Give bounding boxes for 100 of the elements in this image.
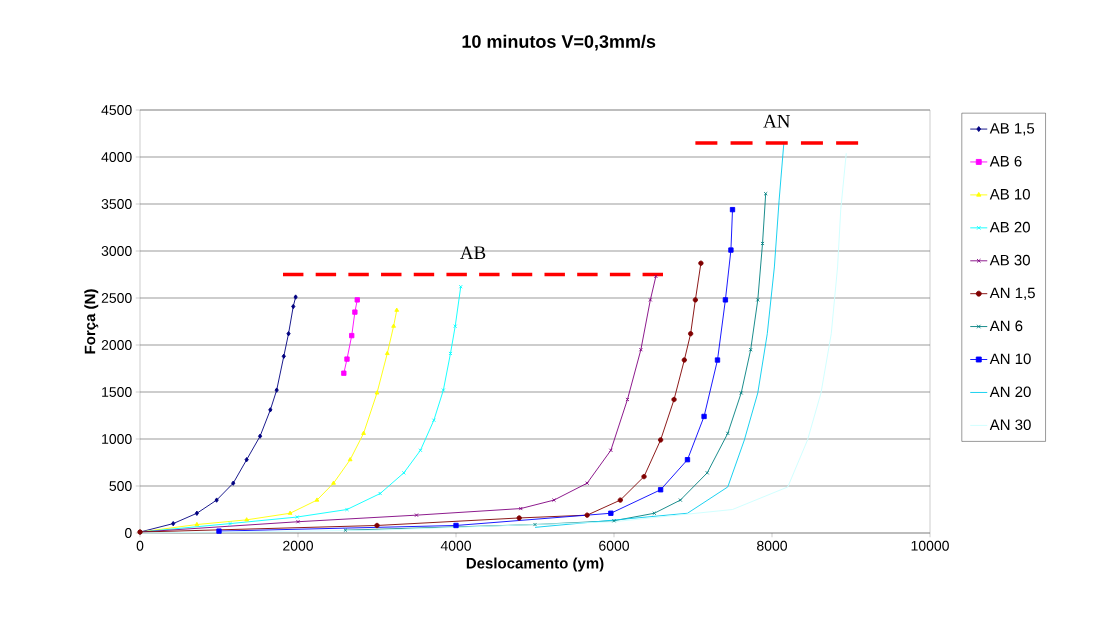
point [378, 491, 383, 496]
point [641, 473, 647, 480]
point [401, 470, 406, 475]
point [384, 350, 390, 355]
point [648, 297, 653, 302]
legend-label: AN 10 [989, 353, 1031, 365]
point [728, 247, 734, 253]
y-tick-label: 1000 [102, 434, 132, 444]
point [453, 324, 458, 329]
point [725, 431, 730, 436]
x-tick-label: 0 [136, 540, 144, 551]
point [268, 407, 273, 413]
point [441, 388, 446, 393]
point [194, 510, 199, 516]
x-tick-label: 4000 [440, 540, 472, 551]
point [341, 370, 347, 376]
y-tick-label: 3000 [101, 246, 132, 256]
point [194, 521, 200, 527]
y-tick-label: 4500 [101, 105, 132, 115]
legend-label: AN 6 [989, 320, 1023, 332]
point [244, 457, 249, 463]
legend-label: AB 6 [989, 155, 1022, 167]
point [286, 331, 291, 337]
point [516, 515, 522, 521]
annotation: AB [459, 246, 486, 259]
point [453, 522, 459, 529]
point [331, 480, 336, 485]
legend-label: AB 30 [989, 254, 1030, 266]
y-tick-label: 2500 [101, 293, 132, 303]
point [171, 520, 176, 527]
point [354, 297, 360, 303]
x-tick-label: 2000 [283, 540, 314, 551]
point [231, 480, 236, 486]
y-tick-label: 0 [124, 528, 132, 538]
point [698, 260, 704, 266]
point [701, 413, 707, 420]
x-tick-label: 10000 [911, 540, 949, 551]
x-tick-label: 8000 [757, 540, 788, 551]
point [671, 396, 677, 403]
point [361, 430, 366, 435]
y-tick-label: 4000 [101, 152, 132, 162]
point [722, 297, 729, 303]
point [257, 433, 263, 439]
point [608, 448, 613, 453]
point [608, 510, 614, 516]
point [551, 498, 556, 503]
legend-label: AB 10 [989, 188, 1030, 200]
point [291, 303, 296, 310]
point [214, 497, 219, 503]
point [374, 390, 380, 395]
point [244, 517, 249, 522]
point [296, 519, 300, 524]
y-tick-label: 1500 [102, 387, 132, 397]
point [657, 487, 664, 493]
point [688, 331, 694, 337]
point [344, 356, 350, 362]
point [584, 512, 590, 518]
point [612, 518, 616, 523]
point [617, 497, 623, 503]
legend-label: AN 20 [989, 386, 1031, 398]
point [274, 387, 279, 393]
legend-label: AB 20 [989, 221, 1030, 233]
point [585, 481, 590, 486]
point [344, 507, 349, 512]
point [228, 521, 233, 526]
point [391, 323, 396, 328]
point [729, 207, 736, 213]
point [739, 390, 744, 395]
point [705, 470, 710, 475]
point [216, 528, 222, 534]
legend-label: AN 1,5 [989, 287, 1035, 301]
annotation: AN [763, 114, 791, 128]
y-tick-label: 3500 [101, 199, 132, 209]
point [418, 448, 423, 453]
point [518, 506, 523, 511]
point [657, 437, 664, 443]
point [347, 457, 353, 462]
y-axis-title: Força (N) [84, 289, 99, 354]
point [748, 347, 753, 352]
point [681, 357, 687, 363]
y-tick-label: 500 [109, 481, 132, 491]
point [652, 511, 657, 516]
chart-title: 10 minutos V=0,3mm/s [462, 34, 656, 51]
point [692, 297, 699, 303]
point [293, 294, 298, 300]
point [295, 515, 300, 520]
point [352, 309, 358, 315]
point [374, 522, 380, 529]
x-tick-label: 6000 [599, 540, 630, 551]
point [394, 307, 400, 312]
point [678, 498, 683, 503]
point [281, 353, 286, 359]
point [431, 418, 436, 423]
point [714, 357, 721, 363]
point [755, 297, 760, 302]
legend-label: AB 1,5 [989, 123, 1035, 136]
line-series [534, 142, 785, 528]
x-axis-title: Deslocamento (ym) [466, 557, 604, 572]
point [638, 347, 643, 352]
point [349, 332, 355, 339]
